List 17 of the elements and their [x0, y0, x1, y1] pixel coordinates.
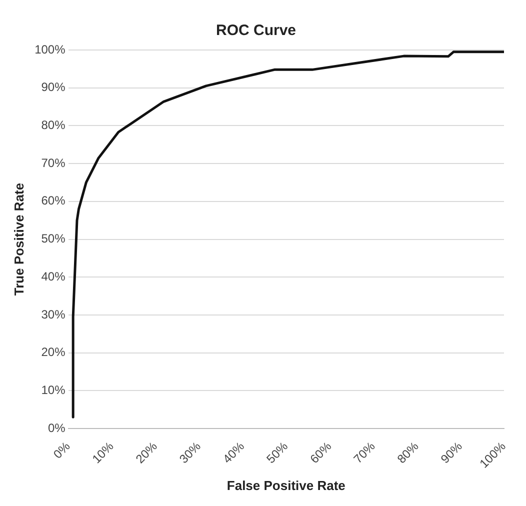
- y-tick-label: 80%: [41, 118, 66, 132]
- y-tick-label: 100%: [34, 42, 66, 56]
- y-tick-label: 10%: [41, 382, 66, 397]
- y-tick-label: 90%: [41, 80, 66, 94]
- y-tick-label: 50%: [41, 232, 66, 246]
- y-tick-label: 0%: [48, 420, 66, 435]
- y-tick-label: 20%: [41, 345, 66, 360]
- chart-title: ROC Curve: [216, 22, 296, 40]
- y-tick-label: 70%: [41, 156, 66, 170]
- y-tick-label: 30%: [41, 307, 66, 322]
- x-tick-label: 60%: [307, 438, 334, 466]
- y-tick-label: 60%: [41, 194, 66, 208]
- x-tick-label: 40%: [220, 438, 248, 466]
- y-axis-title: True Positive Rate: [11, 182, 26, 296]
- x-axis-title: False Positive Rate: [226, 478, 346, 493]
- x-tick-label: 70%: [350, 438, 378, 466]
- y-tick-label: 40%: [41, 269, 66, 284]
